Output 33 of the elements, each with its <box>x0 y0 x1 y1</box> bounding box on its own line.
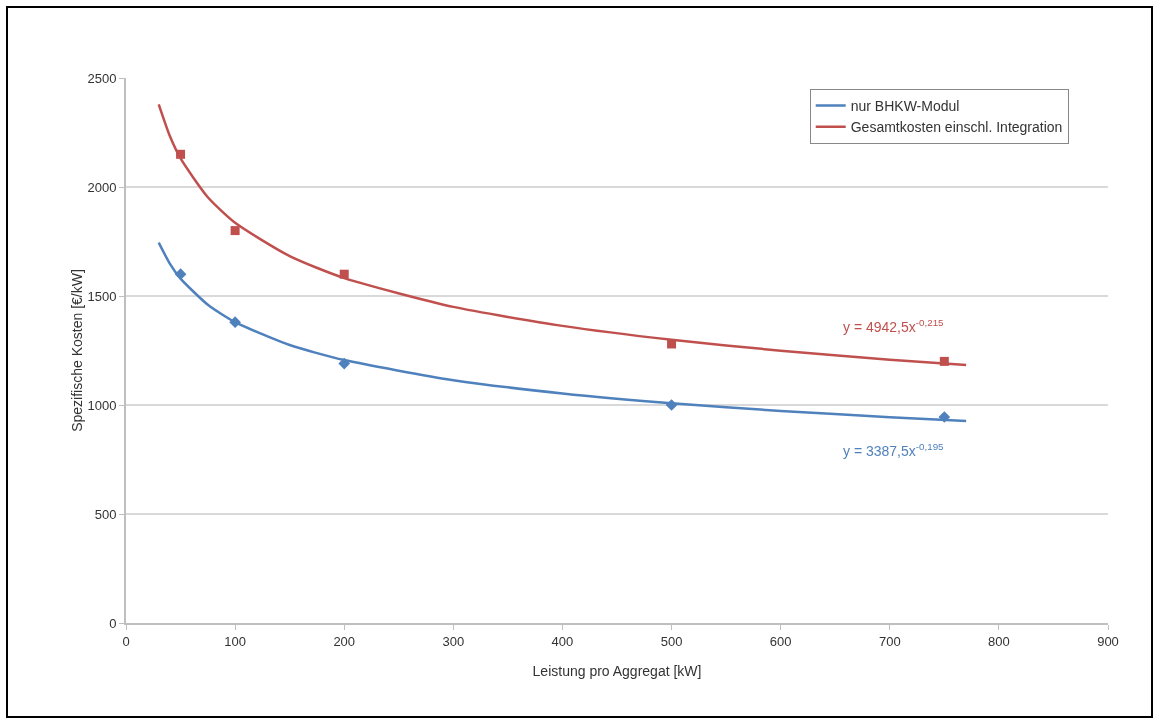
point <box>338 357 351 370</box>
x-tick-label: 200 <box>333 633 356 649</box>
x-tick-label: 600 <box>769 633 792 649</box>
point <box>176 149 186 159</box>
x-tick-label: 400 <box>551 633 574 649</box>
x-tick-label: 0 <box>122 633 130 649</box>
point <box>229 316 241 329</box>
legend-label: Gesamtkosten einschl. Integration <box>850 119 1063 136</box>
x-tick-label: 300 <box>442 633 465 649</box>
point <box>665 399 678 411</box>
x-tick-label: 700 <box>878 633 901 649</box>
line-series <box>157 241 968 423</box>
x-tick-label: 800 <box>988 633 1010 649</box>
point <box>230 226 240 236</box>
annotation: y = 3387,5x$^{-0,195}$ <box>843 441 945 459</box>
x-tick-label: 100 <box>224 633 246 649</box>
x-tick-label: 900 <box>1097 633 1119 649</box>
point <box>667 339 677 349</box>
point <box>938 411 951 423</box>
legend-label: nur BHKW-Modul <box>850 97 960 114</box>
x-tick-label: 500 <box>660 633 683 649</box>
point <box>174 268 187 281</box>
point <box>939 356 949 366</box>
y-tick-label: 1000 <box>87 397 117 413</box>
y-tick-label: 2000 <box>87 179 117 195</box>
y-tick-label: 500 <box>94 506 117 522</box>
x-axis-title: Leistung pro Aggregat [kW] <box>532 663 702 679</box>
y-tick-label: 1500 <box>87 288 117 304</box>
y-axis-title: Spezifische Kosten [€/kW] <box>69 269 86 432</box>
y-tick-label: 0 <box>109 615 117 631</box>
y-tick-label: 2500 <box>87 70 117 86</box>
point <box>339 269 349 279</box>
annotation: y = 4942,5x$^{-0,215}$ <box>843 317 945 335</box>
